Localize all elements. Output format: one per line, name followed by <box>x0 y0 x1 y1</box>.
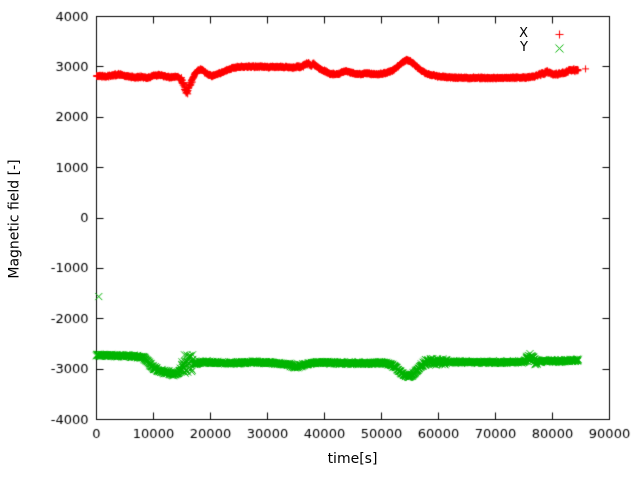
legend-label-x: X <box>519 26 528 41</box>
y-axis-title: Magnetic field [-] <box>6 159 23 279</box>
x-axis-title: time[s] <box>327 451 378 467</box>
legend-label-y: Y <box>520 40 528 55</box>
